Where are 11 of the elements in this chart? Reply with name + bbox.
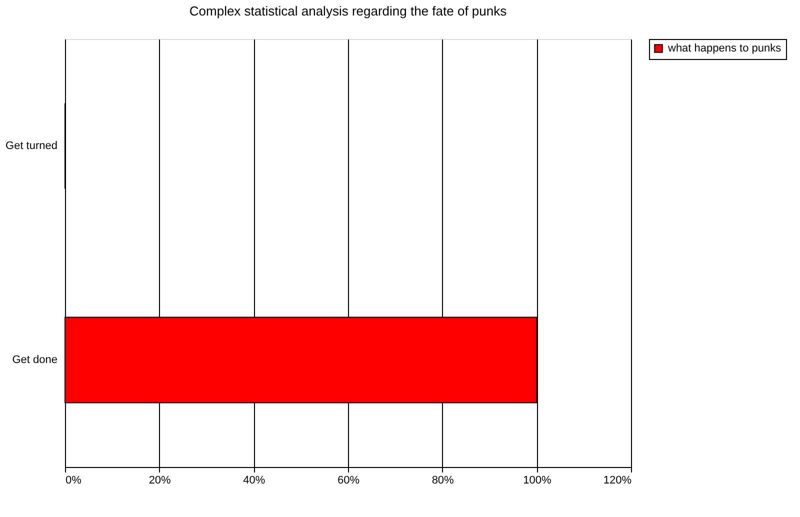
- legend-label: what happens to punks: [667, 42, 782, 54]
- chart-title: Complex statistical analysis regarding the fate of punks: [189, 4, 508, 18]
- y-tick-label: Get done: [12, 354, 58, 366]
- x-tick-label: 0%: [66, 474, 82, 486]
- x-tick-label: 120%: [603, 474, 632, 486]
- x-tick-label: 100%: [523, 474, 552, 486]
- x-tick-label: 40%: [243, 474, 266, 486]
- y-tick-label: Get turned: [6, 140, 58, 152]
- x-tick-label: 20%: [148, 474, 172, 486]
- x-tick-label: 60%: [337, 474, 360, 486]
- x-tick-label: 80%: [432, 474, 454, 486]
